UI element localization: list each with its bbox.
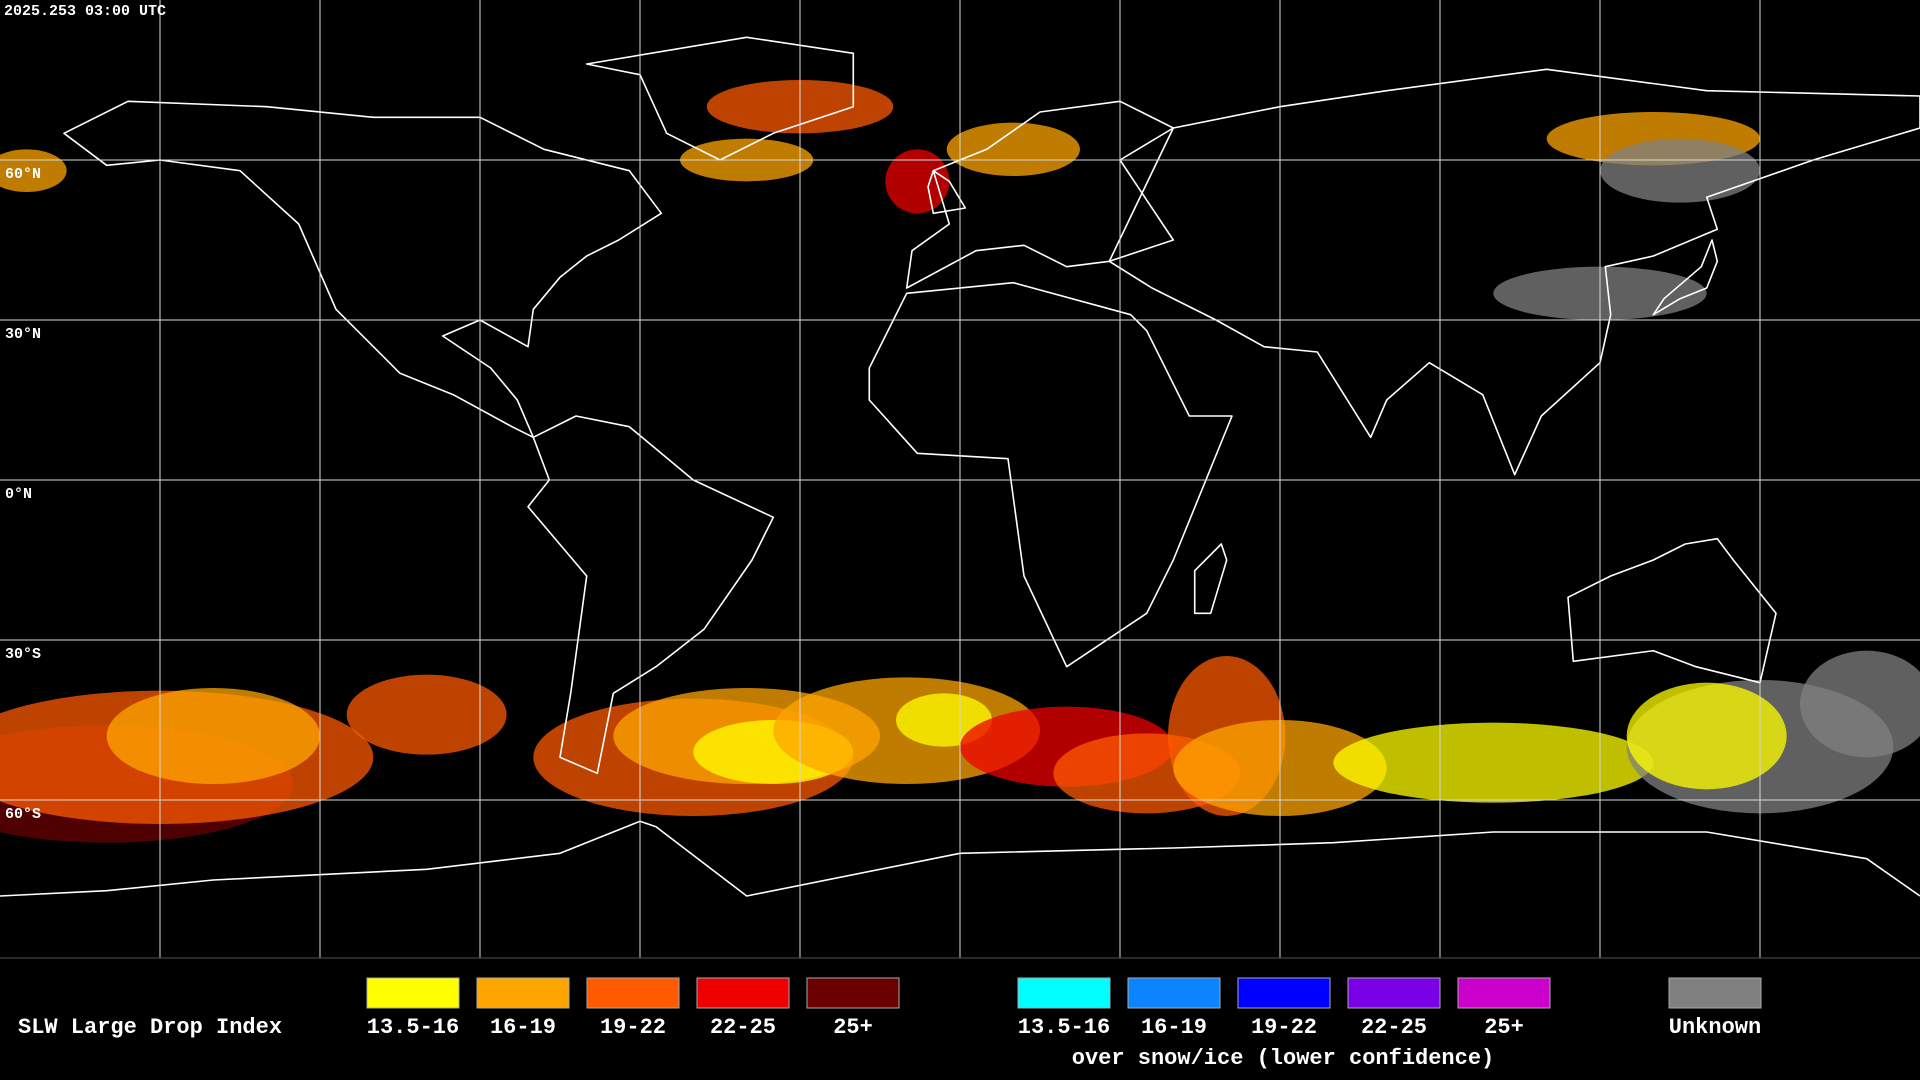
legend-swatch <box>1237 977 1331 1009</box>
legend-swatch <box>476 977 570 1009</box>
legend-label: 25+ <box>833 1015 873 1040</box>
cloud-region <box>1800 650 1920 758</box>
coastline-australia <box>1567 537 1777 684</box>
cloud-region <box>946 122 1080 176</box>
legend-label: 16-19 <box>490 1015 556 1040</box>
legend-label: 22-25 <box>710 1015 776 1040</box>
legend-swatch <box>366 977 460 1009</box>
legend-label: 16-19 <box>1141 1015 1207 1040</box>
data-layer <box>0 80 1920 843</box>
cloud-region <box>885 149 950 214</box>
coastline-antarctica <box>0 820 1920 897</box>
latitude-label: 60°S <box>5 806 41 823</box>
legend-swatch <box>806 977 900 1009</box>
legend-label: Unknown <box>1669 1015 1761 1040</box>
cloud-region <box>346 674 507 755</box>
cloud-region <box>1626 682 1787 790</box>
cloud-region <box>1600 138 1760 203</box>
coastline-asia <box>1108 68 1920 476</box>
legend-swatch <box>586 977 680 1009</box>
legend-label: 19-22 <box>600 1015 666 1040</box>
legend-label: 13.5-16 <box>367 1015 459 1040</box>
legend-swatch <box>1457 977 1551 1009</box>
latitude-label: 60°N <box>5 166 41 183</box>
cloud-region <box>106 688 321 784</box>
coastline-south-america <box>527 415 775 775</box>
latitude-label: 0°N <box>5 486 32 503</box>
coastline-africa <box>868 281 1233 668</box>
coastline-madagascar <box>1193 543 1228 615</box>
legend-label: 13.5-16 <box>1018 1015 1110 1040</box>
latitude-label: 30°N <box>5 326 41 343</box>
timestamp: 2025.253 03:00 UTC <box>4 3 166 20</box>
legend-swatch <box>1127 977 1221 1009</box>
graticule: 60°N 30°N 0°N 30°S 60°S <box>0 0 1920 958</box>
legend-swatch <box>696 977 790 1009</box>
legend-label: 25+ <box>1484 1015 1524 1040</box>
cloud-region <box>1333 722 1654 803</box>
legend-note: over snow/ice (lower confidence) <box>1072 1046 1494 1071</box>
legend-swatch <box>1017 977 1111 1009</box>
legend-label: 19-22 <box>1251 1015 1317 1040</box>
latitude-label: 30°S <box>5 646 41 663</box>
legend-title: SLW Large Drop Index <box>18 1015 282 1040</box>
legend-swatch <box>1668 977 1762 1009</box>
legend-swatch <box>1347 977 1441 1009</box>
legend-label: 22-25 <box>1361 1015 1427 1040</box>
coastline-japan <box>1652 239 1719 316</box>
